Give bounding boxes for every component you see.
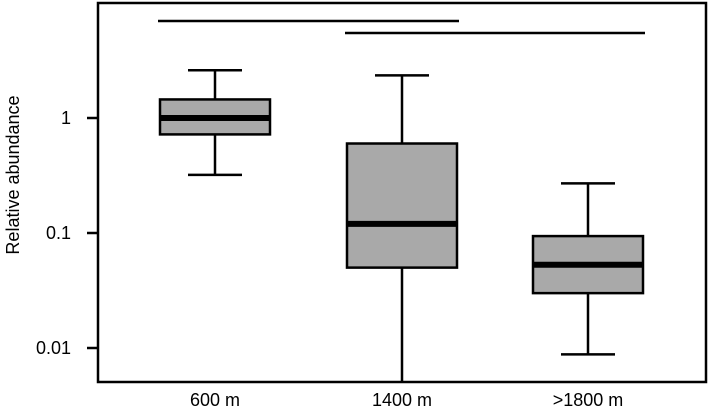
x-tick-label: >1800 m: [553, 390, 624, 410]
y-axis-title: Relative abundance: [3, 95, 23, 254]
boxes: [158, 69, 645, 382]
significance-bars: [158, 19, 645, 35]
box-2: [345, 74, 459, 382]
iqr-box: [345, 142, 459, 269]
x-tick-label: 1400 m: [372, 390, 432, 410]
y-tick-label: 0.01: [36, 338, 71, 358]
y-tick-label: 0.1: [46, 223, 71, 243]
x-axis: 600 m 1400 m >1800 m: [190, 390, 623, 410]
x-tick-label: 600 m: [190, 390, 240, 410]
box-3: [531, 182, 645, 356]
y-axis: 1 0.1 0.01: [36, 108, 98, 358]
box-1: [158, 69, 272, 177]
y-tick-label: 1: [61, 108, 71, 128]
